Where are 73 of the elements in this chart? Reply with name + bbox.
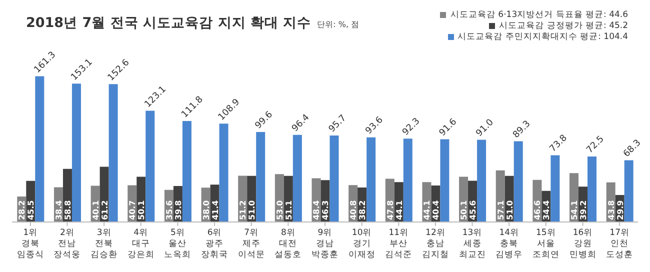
x-tick-label: 9위 경남 박종훈 [312,228,338,260]
data-label: 61.2 [100,200,110,220]
chart-title: 2018년 7월 전국 시도교육감 지지 확대 지수 [26,15,312,31]
data-label: 28.2 [18,200,27,220]
data-label: 41.4 [210,200,220,220]
bar [108,84,118,222]
bar [403,138,412,222]
data-label: 29.9 [616,200,625,220]
data-label: 40.8 [349,200,358,220]
bar [256,132,266,222]
data-label: 38.2 [358,200,368,220]
x-tick-label: 17위 인천 도성훈 [606,228,634,260]
data-label: 45.5 [26,200,36,220]
data-label: 38.0 [202,200,211,220]
data-label: 57.1 [496,200,506,220]
data-label: 40.7 [128,200,138,220]
bar [440,139,450,222]
data-label: 45.6 [468,200,478,220]
bar [182,120,192,222]
data-label: 46.3 [321,200,330,220]
data-label: 44.1 [422,200,432,220]
bar [219,124,228,222]
x-tick-label: 2위 전남 장석웅 [54,228,81,260]
legend-label: 시도교육감 주민지지확대지수 평균: 104.4 [458,32,628,42]
data-label: 46.6 [533,200,542,220]
data-label: 43.8 [606,200,616,220]
bar [146,110,155,222]
bar [292,134,302,222]
data-label: 47.8 [386,200,395,220]
x-tick-label: 6위 광주 장휘국 [201,228,228,260]
legend-label: 시도교육감 긍정평가 평균: 45.2 [499,21,628,31]
bar [550,155,560,222]
data-label: 34.4 [542,200,552,220]
x-tick-label: 12위 충남 김지철 [422,228,449,260]
x-tick-label: 4위 대구 강은희 [127,228,154,260]
x-tick-label: 15위 서울 조희연 [532,228,560,260]
data-label: 40.1 [91,200,100,220]
x-tick-label: 10위 경기 이재정 [348,228,376,260]
x-tick-label: 3위 전북 김승환 [90,228,118,260]
x-tick-label: 1위 경북 임종식 [16,228,44,260]
x-tick-label: 7위 제주 이석문 [238,228,265,260]
data-label: 38.4 [54,200,64,220]
bar [330,136,339,222]
data-label: 40.4 [432,200,441,220]
bar [588,156,597,222]
data-label: 51.0 [505,200,514,220]
data-label: 39.8 [174,200,183,220]
data-label: 58.8 [63,200,72,220]
legend-label: 시도교육감 6·13지방선거 득표율 평균: 44.6 [450,10,628,20]
chart-subtitle: 단위: %, 점 [317,20,360,29]
data-label: 53.0 [275,200,284,220]
x-tick-label: 14위 충북 김병우 [496,228,523,260]
x-tick-label: 11위 부산 김석준 [385,228,412,260]
data-label: 50.1 [137,200,146,220]
bar [72,84,81,222]
data-label: 39.2 [579,200,588,220]
bar [366,137,376,222]
data-label: 50.1 [460,200,469,220]
data-label: 51.0 [248,200,257,220]
data-label: 51.2 [238,200,248,220]
data-label: 35.6 [164,200,174,220]
data-label: 44.1 [394,200,404,220]
bar [624,160,634,222]
bar [35,76,44,222]
x-tick-label: 5위 울산 노옥희 [164,228,192,260]
x-tick-label: 8위 대전 설동호 [274,228,302,260]
bar [514,141,523,222]
bar [477,140,486,222]
x-tick-label: 13위 세종 최교진 [458,228,486,260]
data-label: 51.1 [284,200,294,220]
data-label: 54.1 [570,200,580,220]
data-label: 48.4 [312,200,322,220]
x-tick-label: 16위 강원 민병희 [569,228,596,260]
